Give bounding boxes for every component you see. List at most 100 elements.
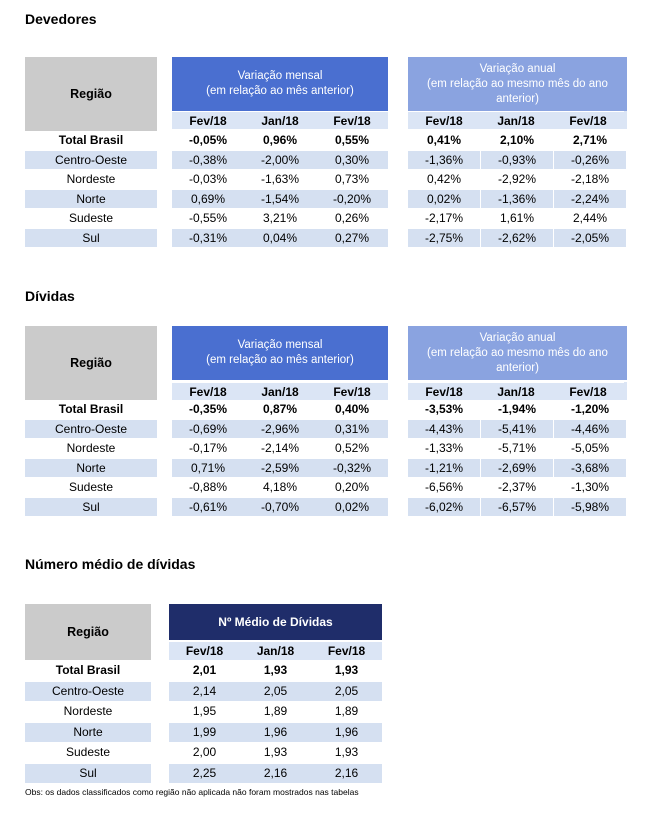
- table-cell-wrap: -6,02%: [408, 497, 480, 516]
- monthly-variation-title: Variação mensal: [237, 70, 323, 82]
- value-cell: -2,59%: [244, 458, 316, 477]
- value-cell: -6,57%: [481, 497, 553, 516]
- table-cell-wrap: -5,71%: [481, 439, 553, 458]
- value-cell: -0,32%: [316, 458, 388, 477]
- value-cell: -5,98%: [554, 497, 626, 516]
- value-cell: 1,93: [334, 745, 359, 759]
- table-cell-wrap: -2,14%: [244, 439, 316, 458]
- table-cell-wrap: 2,01: [169, 661, 240, 681]
- monthly-variation-header: Variação mensal (em relação ao mês anter…: [172, 326, 388, 380]
- value-cell: -1,36%: [408, 150, 480, 169]
- region-cell: Sul: [25, 497, 157, 516]
- table-cell-wrap: -5,05%: [554, 439, 626, 458]
- table-cell-wrap: -2,17%: [408, 209, 480, 228]
- value-cell: -1,20%: [570, 402, 610, 416]
- value-cell: 2,25: [169, 763, 240, 783]
- value-cell: 2,00: [192, 745, 217, 759]
- region-cell: Total Brasil: [55, 663, 121, 677]
- annual-variation-subtitle: (em relação ao mesmo mês do ano: [427, 346, 608, 359]
- value-cell: 0,31%: [316, 419, 388, 438]
- value-cell: 0,04%: [244, 228, 316, 247]
- table-row: Sudeste: [25, 743, 151, 763]
- value-cell: -0,05%: [188, 133, 228, 147]
- value-cell: -6,56%: [424, 480, 464, 494]
- table-row: Centro-Oeste: [25, 150, 157, 169]
- region-cell: Sudeste: [68, 480, 114, 494]
- table-row: Nordeste: [25, 439, 157, 458]
- region-header: Região: [25, 326, 157, 400]
- table-cell-wrap: 1,93: [240, 661, 311, 681]
- table-cell-wrap: 0,42%: [408, 170, 480, 189]
- value-cell: -0,26%: [554, 150, 626, 169]
- table-cell-wrap: -0,17%: [172, 439, 244, 458]
- column-header: Jan/18: [480, 382, 552, 400]
- value-cell: -2,69%: [481, 458, 553, 477]
- table-row: Total Brasil: [25, 131, 157, 150]
- region-cell: Sudeste: [68, 211, 114, 225]
- table-cell-wrap: -4,46%: [554, 419, 626, 438]
- value-cell: -0,55%: [188, 211, 228, 225]
- value-cell: -2,24%: [554, 189, 626, 208]
- monthly-subheader: Fev/18 Jan/18 Fev/18: [172, 382, 388, 400]
- table-cell-wrap: 0,69%: [172, 189, 244, 208]
- region-cell: Centro-Oeste: [25, 419, 157, 438]
- table-cell-wrap: 0,20%: [316, 478, 388, 497]
- table-cell-wrap: -2,62%: [481, 228, 553, 247]
- table-cell-wrap: 2,71%: [554, 131, 626, 150]
- table-cell-wrap: -5,98%: [554, 497, 626, 516]
- annual-variation-subtitle-cont: anterior): [496, 92, 539, 105]
- value-cell: 0,87%: [262, 402, 298, 416]
- table-cell-wrap: 0,96%: [244, 131, 316, 150]
- table-cell-wrap: -6,56%: [408, 478, 480, 497]
- table-cell-wrap: 1,96: [311, 722, 382, 742]
- table-cell-wrap: -2,96%: [244, 419, 316, 438]
- table-cell-wrap: -0,38%: [172, 150, 244, 169]
- value-cell: -0,17%: [188, 441, 228, 455]
- table-cell-wrap: 0,04%: [244, 228, 316, 247]
- table-cell-wrap: 0,02%: [316, 497, 388, 516]
- annual-subheader: Fev/18 Jan/18 Fev/18: [408, 111, 627, 129]
- table-cell-wrap: 0,55%: [316, 131, 388, 150]
- table-cell-wrap: 1,96: [240, 722, 311, 742]
- table-cell-wrap: -2,05%: [554, 228, 626, 247]
- value-cell: -0,31%: [172, 228, 244, 247]
- table-cell-wrap: -2,75%: [408, 228, 480, 247]
- table-cell-wrap: 0,73%: [316, 170, 388, 189]
- table-row: Sul: [25, 763, 151, 783]
- region-cell: Centro-Oeste: [25, 150, 157, 169]
- table-cell-wrap: 2,05: [311, 681, 382, 701]
- table-row: Nordeste: [25, 702, 151, 722]
- table-cell-wrap: 0,02%: [408, 189, 480, 208]
- value-cell: 0,41%: [426, 133, 462, 147]
- table-cell-wrap: -1,21%: [408, 458, 480, 477]
- table-row: Total Brasil: [25, 400, 157, 419]
- table-cell-wrap: -1,20%: [554, 400, 626, 419]
- value-cell: -1,94%: [497, 402, 537, 416]
- value-cell: -0,93%: [481, 150, 553, 169]
- table-cell-wrap: 4,18%: [244, 478, 316, 497]
- table-cell-wrap: 1,89: [311, 702, 382, 722]
- value-cell: -2,62%: [481, 228, 553, 247]
- value-cell: -2,37%: [497, 480, 537, 494]
- section-title-dividas: Dívidas: [25, 288, 75, 304]
- region-cell: Sul: [25, 763, 151, 783]
- table-row: Norte: [25, 722, 151, 742]
- table-cell-wrap: 1,93: [240, 743, 311, 763]
- table-row: Sul: [25, 497, 157, 516]
- annual-variation-title: Variação anual: [479, 62, 556, 75]
- table-cell-wrap: -0,05%: [172, 131, 244, 150]
- table-row: Sudeste: [25, 209, 157, 228]
- table-cell-wrap: -6,57%: [481, 497, 553, 516]
- value-cell: 2,05: [311, 681, 382, 701]
- region-header: Região: [25, 57, 157, 131]
- value-cell: 1,93: [263, 663, 288, 677]
- average-debts-header: Nº Médio de Dívidas: [169, 604, 382, 640]
- table-cell-wrap: 1,93: [311, 661, 382, 681]
- table-cell-wrap: -0,69%: [172, 419, 244, 438]
- column-header: Fev/18: [408, 111, 480, 129]
- value-cell: -2,18%: [570, 172, 610, 186]
- region-cell: Norte: [25, 458, 157, 477]
- annual-variation-title: Variação anual: [479, 331, 556, 344]
- table-cell-wrap: -0,70%: [244, 497, 316, 516]
- table-cell-wrap: -0,20%: [316, 189, 388, 208]
